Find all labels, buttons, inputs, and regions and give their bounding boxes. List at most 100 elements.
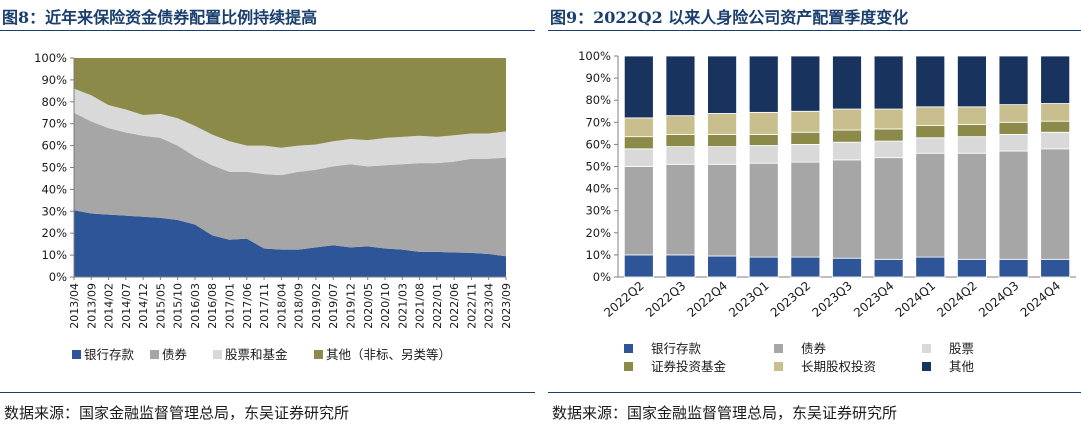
bar-2022Q3-5 (665, 55, 696, 117)
y-tick-label: 30% (41, 204, 67, 218)
bar-2023Q1-0 (748, 256, 779, 278)
y-tick-label: 20% (585, 226, 611, 240)
legend-label-0: 银行存款 (651, 341, 702, 356)
bar-2024Q2-3 (957, 124, 987, 138)
bar-2024Q3-3 (998, 121, 1029, 135)
right-title-rule (548, 30, 1081, 31)
bar-2022Q3-2 (665, 146, 696, 165)
x-tick-label: 2019/07 (327, 283, 340, 329)
bar-2023Q2-1 (790, 161, 821, 258)
bar-2023Q1-1 (748, 162, 779, 258)
bar-2023Q2-5 (790, 55, 821, 112)
x-tick-label: 2020/05 (362, 283, 375, 329)
x-tick-label: 2020/10 (379, 283, 392, 329)
bar-2022Q4-1 (707, 163, 737, 257)
x-tick-label: 2022Q3 (643, 279, 688, 320)
right-chart-title: 图9：2022Q2 以来人身险公司资产配置季度变化 (550, 8, 909, 27)
bar-2024Q1-5 (915, 55, 946, 108)
bar-2024Q3-1 (998, 150, 1029, 260)
y-tick-label: 60% (585, 137, 611, 151)
y-tick-label: 80% (41, 95, 67, 109)
area-series-2 (74, 88, 506, 176)
legend-label-4: 长期股权投资 (801, 359, 876, 374)
bar-2024Q4-2 (1040, 131, 1071, 150)
x-tick-label: 2024Q3 (976, 279, 1021, 320)
bar-2023Q3-1 (832, 159, 862, 259)
legend-label-1: 债券 (162, 347, 188, 362)
x-tick-label: 2016/03 (189, 283, 202, 329)
bar-2022Q4-2 (707, 146, 737, 165)
bar-2023Q3-3 (832, 129, 862, 143)
bar-2024Q4-3 (1040, 120, 1071, 133)
bar-2022Q2-1 (623, 166, 654, 256)
left-chart-panel: 图8：近年来保险资金债券配置比例持续提高 0% 10% 20% 30% 40% 50% 60… (0, 0, 535, 432)
bar-2024Q1-1 (915, 152, 946, 258)
legend-swatch-2 (922, 344, 931, 353)
bar-2022Q2-2 (623, 148, 654, 167)
legend-label-0: 银行存款 (84, 347, 135, 362)
x-tick-label: 2022/11 (465, 283, 478, 329)
right-chart-panel: 图9：2022Q2 以来人身险公司资产配置季度变化 0% 10% 20% 30% 40%… (548, 0, 1081, 432)
y-tick-label: 10% (41, 248, 67, 262)
bar-2023Q1-2 (748, 145, 779, 164)
bar-2023Q3-0 (832, 257, 862, 278)
left-area-chart: 0% 10% 20% 30% 40% 50% 60% 70% 80% 90% 100% 2013/04… (34, 51, 513, 362)
bar-2023Q3-2 (832, 141, 862, 161)
left-chart-title: 图8：近年来保险资金债券配置比例持续提高 (2, 8, 318, 27)
x-tick-label: 2022Q4 (685, 279, 730, 320)
bar-2023Q1-5 (748, 55, 779, 113)
x-tick-label: 2018/04 (275, 283, 288, 329)
bar-2022Q2-4 (623, 117, 654, 138)
x-tick-label: 2024Q2 (934, 279, 979, 320)
bar-2023Q4-2 (873, 140, 904, 159)
bar-2023Q4-3 (873, 128, 904, 142)
bar-2023Q2-3 (790, 131, 821, 145)
legend-label-3: 其他（非标、另类等） (326, 347, 451, 362)
y-tick-label: 80% (585, 93, 611, 107)
x-tick-label: 2014/07 (120, 283, 133, 329)
right-chart-area: 0% 10% 20% 30% 40% 50% 60% 70% 80% 90% 100% 2022Q2 2… (548, 36, 1081, 382)
legend-label-1: 债券 (801, 341, 827, 356)
bar-2024Q3-5 (998, 55, 1029, 106)
legend-swatch-4 (774, 362, 783, 371)
y-tick-label: 20% (41, 226, 67, 240)
y-tick-label: 10% (585, 248, 611, 262)
y-tick-label: 40% (41, 182, 67, 196)
legend-label-2: 股票 (949, 341, 974, 356)
bar-2022Q3-4 (665, 115, 696, 135)
bar-2023Q4-0 (873, 258, 904, 278)
bar-2022Q2-3 (623, 136, 654, 150)
x-tick-label: 2016/08 (206, 283, 219, 329)
bar-2024Q3-2 (998, 134, 1029, 152)
bar-2023Q4-4 (873, 108, 904, 130)
bar-2023Q3-4 (832, 108, 862, 131)
x-tick-label: 2022Q2 (601, 279, 646, 320)
bar-2022Q2-0 (623, 254, 654, 278)
y-tick-label: 40% (585, 182, 611, 196)
x-tick-label: 2023/04 (483, 283, 496, 329)
left-chart-area: 0% 10% 20% 30% 40% 50% 60% 70% 80% 90% 100% 2013/04… (0, 36, 535, 382)
bar-2024Q4-0 (1040, 258, 1071, 278)
x-tick-label: 2023Q4 (851, 279, 896, 320)
x-tick-label: 2014/02 (103, 283, 116, 329)
bar-2022Q3-1 (665, 163, 696, 256)
left-chart-source: 数据来源：国家金融监督管理总局，东吴证券研究所 (4, 404, 350, 422)
x-tick-label: 2021/03 (396, 283, 409, 329)
y-tick-label: 50% (41, 161, 67, 175)
legend-label-5: 其他 (949, 359, 975, 374)
bar-2023Q4-5 (873, 55, 904, 110)
x-tick-label: 2022/06 (448, 283, 461, 329)
bar-2024Q2-5 (957, 55, 987, 108)
right-bar-chart: 0%10%20%30%40%50%60%70%80%90%100%2022Q22… (578, 49, 1076, 374)
bar-2024Q3-4 (998, 104, 1029, 123)
bar-2024Q1-0 (915, 256, 946, 278)
bar-2022Q4-3 (707, 134, 737, 148)
y-tick-label: 0% (593, 270, 611, 284)
legend-swatch-3 (314, 350, 323, 359)
bar-2022Q3-0 (665, 254, 696, 278)
x-tick-label: 2013/04 (68, 283, 81, 329)
right-source-rule (548, 392, 1081, 393)
bar-2022Q4-4 (707, 113, 737, 135)
legend-label-2: 股票和基金 (225, 347, 288, 362)
bar-2023Q2-0 (790, 256, 821, 278)
